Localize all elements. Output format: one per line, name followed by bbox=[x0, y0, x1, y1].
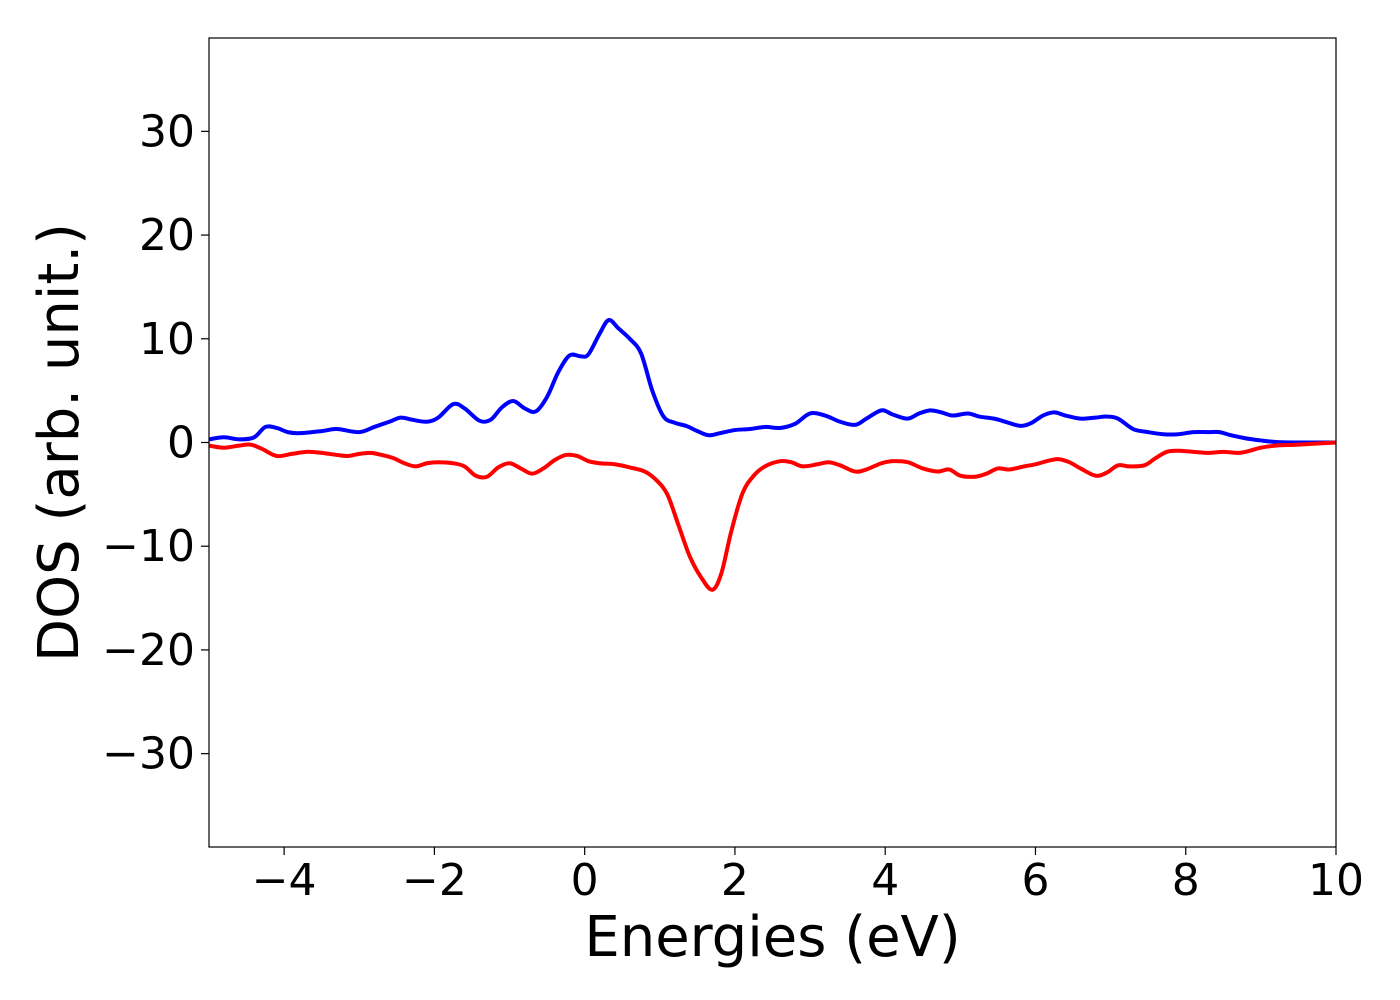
x-tick-label: 0 bbox=[571, 855, 599, 906]
x-tick-label: 2 bbox=[721, 855, 749, 906]
y-tick-label: −30 bbox=[102, 729, 195, 780]
y-tick-label: −20 bbox=[102, 625, 195, 676]
plot-series bbox=[208, 318, 1337, 592]
y-tick-label: 30 bbox=[139, 106, 195, 157]
plot-frame bbox=[208, 37, 1337, 848]
x-tick-label: 10 bbox=[1308, 855, 1364, 906]
y-tick-label: 20 bbox=[139, 210, 195, 261]
y-tick-label: −10 bbox=[102, 521, 195, 572]
dos-line-red bbox=[208, 440, 1337, 592]
dos-line-blue bbox=[208, 318, 1337, 445]
x-axis-ticks: −4 −2 0 2 4 6 8 10 bbox=[252, 847, 1364, 906]
y-axis-ticks: −30 −20 −10 0 10 20 30 bbox=[102, 106, 209, 780]
y-axis-label: DOS (arb. unit.) bbox=[27, 223, 92, 662]
y-tick-label: 0 bbox=[167, 418, 195, 469]
x-tick-label: −4 bbox=[252, 855, 317, 906]
x-tick-label: 8 bbox=[1172, 855, 1200, 906]
x-tick-label: 4 bbox=[871, 855, 899, 906]
x-tick-label: −2 bbox=[402, 855, 467, 906]
x-axis-label: Energies (eV) bbox=[584, 905, 960, 970]
y-tick-label: 10 bbox=[139, 314, 195, 365]
x-tick-label: 6 bbox=[1021, 855, 1049, 906]
